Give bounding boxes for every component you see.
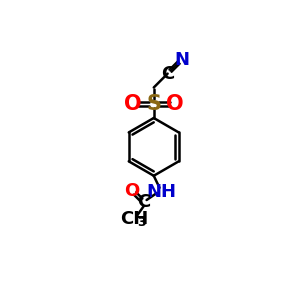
- Text: C: C: [161, 64, 174, 82]
- Text: O: O: [124, 182, 140, 200]
- Text: N: N: [174, 51, 189, 69]
- Text: S: S: [146, 94, 161, 114]
- Text: O: O: [166, 94, 184, 114]
- Text: 3: 3: [137, 216, 146, 229]
- Text: C: C: [137, 193, 151, 211]
- Text: NH: NH: [147, 183, 177, 201]
- Text: CH: CH: [120, 210, 148, 228]
- Text: O: O: [124, 94, 141, 114]
